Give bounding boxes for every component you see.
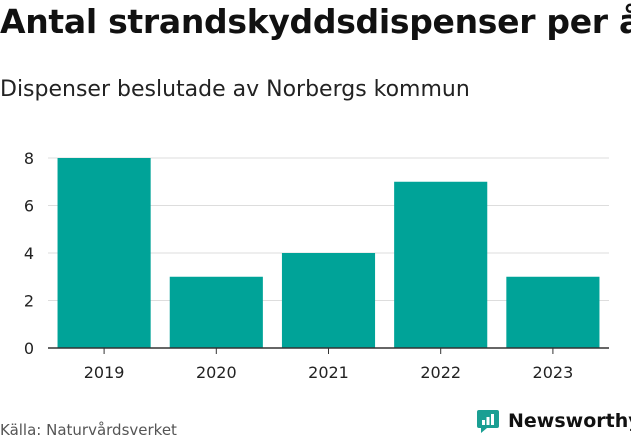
newsworthy-logo-icon xyxy=(477,410,499,433)
bar-2022 xyxy=(394,181,488,348)
y-tick-label: 2 xyxy=(24,292,34,311)
x-tick-label: 2022 xyxy=(420,363,461,382)
source-note: Källa: Naturvårdsverket xyxy=(0,421,177,439)
bar-2023 xyxy=(506,276,600,348)
chart-subtitle: Dispenser beslutade av Norbergs kommun xyxy=(0,77,470,102)
y-tick-label: 8 xyxy=(24,149,34,168)
x-tick-label: 2021 xyxy=(308,363,349,382)
y-tick-label: 0 xyxy=(24,339,34,358)
x-axis-ticks: 2019 2020 2021 2022 2023 xyxy=(84,348,574,382)
y-axis-ticks: 0 2 4 6 8 xyxy=(24,149,34,358)
x-tick-label: 2020 xyxy=(196,363,237,382)
x-tick-label: 2023 xyxy=(533,363,574,382)
bar-2019 xyxy=(57,158,151,348)
bar-2020 xyxy=(169,276,263,348)
chart-title: Antal strandskyddsdispenser per år xyxy=(0,2,631,41)
brand-logo: Newsworthy xyxy=(475,408,631,434)
brand-name: Newsworthy xyxy=(508,410,631,432)
bar-2021 xyxy=(281,253,376,348)
bars xyxy=(57,158,600,348)
x-tick-label: 2019 xyxy=(84,363,125,382)
y-tick-label: 4 xyxy=(24,244,34,263)
bar-chart: 0 2 4 6 8 2019 2020 2021 2022 2023 xyxy=(24,149,609,382)
y-tick-label: 6 xyxy=(24,197,34,216)
